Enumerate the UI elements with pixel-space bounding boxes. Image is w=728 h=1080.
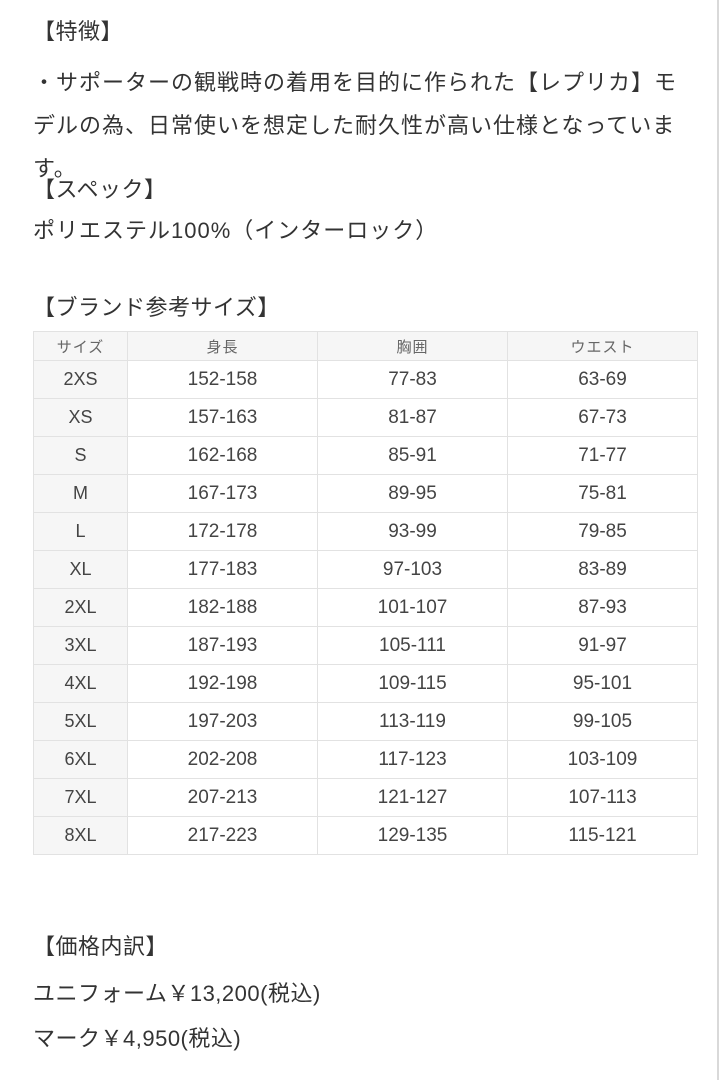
spec-section: 【スペック】 ポリエステル100%（インターロック） (33, 174, 698, 247)
size-table-row: XL 177-183 97-103 83-89 (33, 550, 698, 589)
size-value-cell: 202-208 (127, 740, 318, 779)
size-value-cell: 97-103 (317, 550, 508, 589)
size-table-row: 4XL 192-198 109-115 95-101 (33, 664, 698, 703)
spec-heading: 【スペック】 (33, 177, 167, 202)
features-body: ・サポーターの観戦時の着用を目的に作られた【レプリカ】モデルの為、日常使いを想定… (33, 70, 678, 181)
size-value-cell: 182-188 (127, 588, 318, 627)
size-label-cell: XL (33, 550, 128, 589)
size-value-cell: 75-81 (507, 474, 698, 513)
size-value-cell: 167-173 (127, 474, 318, 513)
size-label-cell: M (33, 474, 128, 513)
size-value-cell: 63-69 (507, 360, 698, 399)
size-value-cell: 172-178 (127, 512, 318, 551)
size-value-cell: 81-87 (317, 398, 508, 437)
size-value-cell: 105-111 (317, 626, 508, 665)
size-table-row: XS 157-163 81-87 67-73 (33, 398, 698, 437)
size-value-cell: 197-203 (127, 702, 318, 741)
size-value-cell: 115-121 (507, 816, 698, 855)
size-table-row: 7XL 207-213 121-127 107-113 (33, 778, 698, 817)
size-table-row: 5XL 197-203 113-119 99-105 (33, 702, 698, 741)
size-table-row: 2XL 182-188 101-107 87-93 (33, 588, 698, 627)
size-chart-section: 【ブランド参考サイズ】 サイズ 身長 胸囲 ウエスト 2XS 152-158 77-83 6… (33, 292, 698, 855)
size-value-cell: 117-123 (317, 740, 508, 779)
size-table-body: 2XS 152-158 77-83 63-69 XS 157-163 81-87 67-73 S… (33, 360, 698, 855)
size-column-header: 身長 (127, 331, 318, 361)
size-column-header: ウエスト (507, 331, 698, 361)
size-chart-heading: 【ブランド参考サイズ】 (33, 295, 280, 320)
size-value-cell: 79-85 (507, 512, 698, 551)
size-value-cell: 77-83 (317, 360, 508, 399)
size-value-cell: 113-119 (317, 702, 508, 741)
price-line-uniform: ユニフォーム￥13,200(税込) (33, 981, 321, 1006)
spec-body: ポリエステル100%（インターロック） (33, 218, 439, 243)
size-table-header-row: サイズ 身長 胸囲 ウエスト (33, 331, 698, 361)
size-value-cell: 71-77 (507, 436, 698, 475)
size-value-cell: 91-97 (507, 626, 698, 665)
size-value-cell: 95-101 (507, 664, 698, 703)
size-value-cell: 157-163 (127, 398, 318, 437)
size-value-cell: 109-115 (317, 664, 508, 703)
size-table-row: L 172-178 93-99 79-85 (33, 512, 698, 551)
size-value-cell: 103-109 (507, 740, 698, 779)
size-label-cell: 4XL (33, 664, 128, 703)
size-label-cell: 7XL (33, 778, 128, 817)
size-value-cell: 177-183 (127, 550, 318, 589)
size-table: サイズ 身長 胸囲 ウエスト 2XS 152-158 77-83 63-69 XS 157-16… (33, 331, 698, 855)
size-table-row: 3XL 187-193 105-111 91-97 (33, 626, 698, 665)
size-value-cell: 67-73 (507, 398, 698, 437)
size-value-cell: 107-113 (507, 778, 698, 817)
size-value-cell: 187-193 (127, 626, 318, 665)
size-value-cell: 83-89 (507, 550, 698, 589)
content-right-border (717, 0, 719, 1080)
price-breakdown-section: 【価格内訳】 ユニフォーム￥13,200(税込) マーク￥4,950(税込) (33, 931, 698, 1061)
size-value-cell: 129-135 (317, 816, 508, 855)
size-table-row: 8XL 217-223 129-135 115-121 (33, 816, 698, 855)
size-table-row: S 162-168 85-91 71-77 (33, 436, 698, 475)
size-label-cell: S (33, 436, 128, 475)
features-heading: 【特徴】 (33, 19, 124, 44)
size-value-cell: 121-127 (317, 778, 508, 817)
size-label-cell: 6XL (33, 740, 128, 779)
size-table-row: 6XL 202-208 117-123 103-109 (33, 740, 698, 779)
size-value-cell: 207-213 (127, 778, 318, 817)
size-value-cell: 87-93 (507, 588, 698, 627)
price-line-mark: マーク￥4,950(税込) (33, 1026, 242, 1051)
size-label-cell: 8XL (33, 816, 128, 855)
price-breakdown-heading: 【価格内訳】 (33, 934, 169, 959)
size-value-cell: 101-107 (317, 588, 508, 627)
size-table-row: M 167-173 89-95 75-81 (33, 474, 698, 513)
size-value-cell: 99-105 (507, 702, 698, 741)
size-value-cell: 89-95 (317, 474, 508, 513)
size-label-cell: 2XL (33, 588, 128, 627)
size-table-row: 2XS 152-158 77-83 63-69 (33, 360, 698, 399)
size-column-header: 胸囲 (317, 331, 508, 361)
size-label-cell: 2XS (33, 360, 128, 399)
size-label-cell: XS (33, 398, 128, 437)
size-label-cell: L (33, 512, 128, 551)
features-section: 【特徴】 ・サポーターの観戦時の着用を目的に作られた【レプリカ】モデルの為、日常… (33, 16, 698, 190)
size-value-cell: 152-158 (127, 360, 318, 399)
size-label-cell: 3XL (33, 626, 128, 665)
size-value-cell: 93-99 (317, 512, 508, 551)
size-column-header: サイズ (33, 331, 128, 361)
size-value-cell: 162-168 (127, 436, 318, 475)
size-value-cell: 217-223 (127, 816, 318, 855)
size-value-cell: 192-198 (127, 664, 318, 703)
size-value-cell: 85-91 (317, 436, 508, 475)
size-label-cell: 5XL (33, 702, 128, 741)
